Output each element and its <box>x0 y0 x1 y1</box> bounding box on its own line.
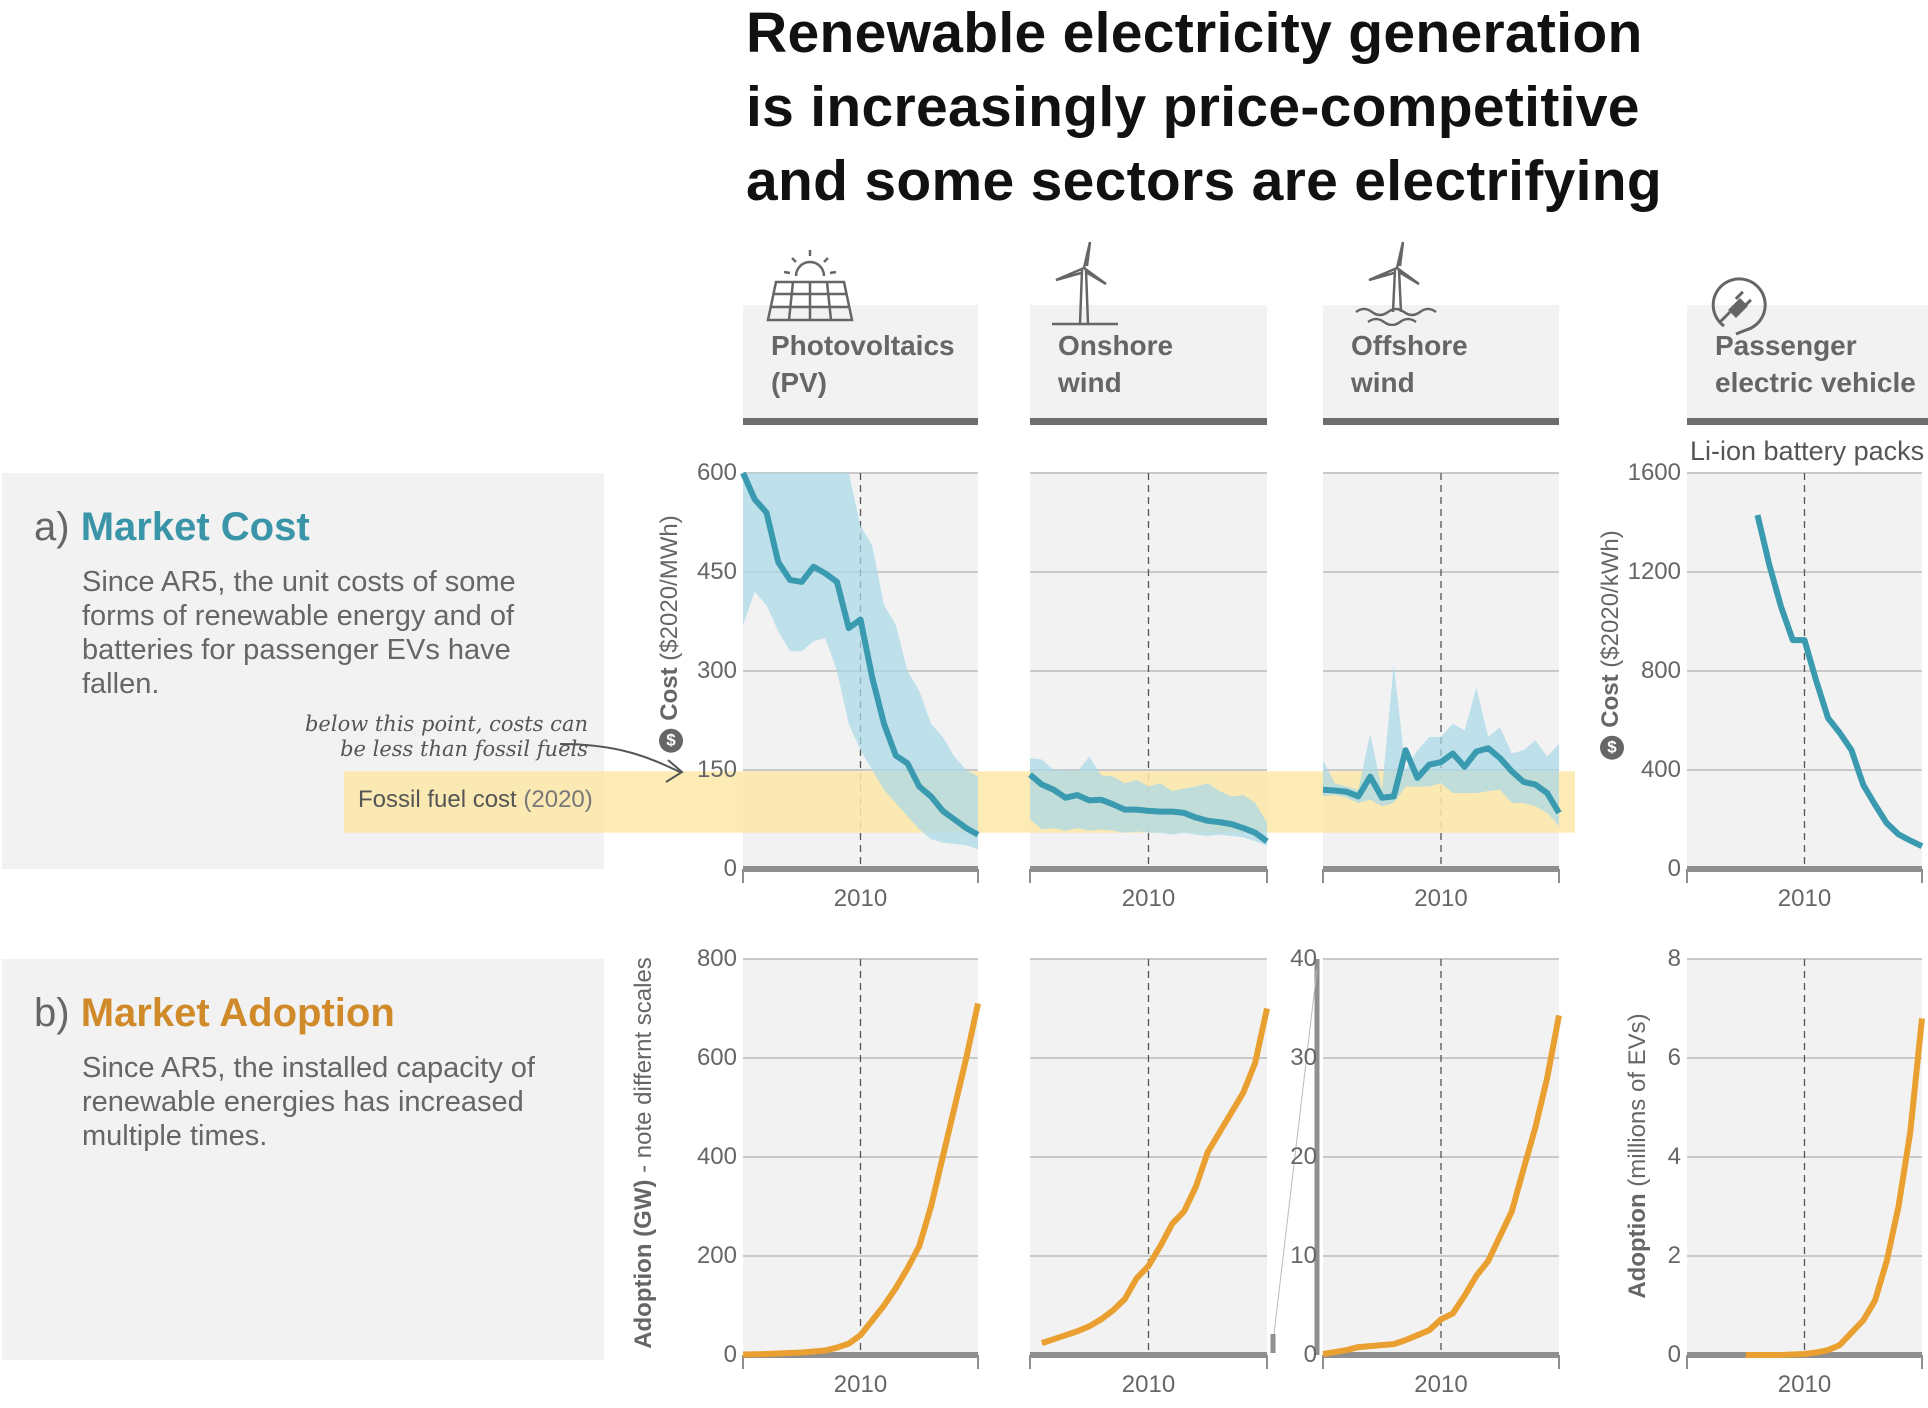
x-tick-label: 2010 <box>1121 1371 1176 1398</box>
header-ev: Passenger electric vehicle <box>1687 305 1928 425</box>
y-tick-label: 600 <box>696 1044 737 1071</box>
y-tick-label: 300 <box>696 657 737 684</box>
y-tick-label: 40 <box>1290 945 1317 972</box>
series-line-onshore-cost <box>1028 772 1269 844</box>
wind-turbine-icon <box>1052 241 1118 326</box>
x-tick-label: 2010 <box>833 885 888 912</box>
market-cost-description: Since AR5, the unit costs of some forms … <box>82 566 516 700</box>
y-tick-label: 150 <box>696 756 737 783</box>
fossil-annotation: below this point, costs can be less than… <box>304 712 588 761</box>
series-layer <box>740 471 1925 1358</box>
y-tick-label: 0 <box>1667 1341 1681 1368</box>
header-label: Offshore wind <box>1351 330 1468 398</box>
header-pv: Photovoltaics (PV) <box>743 305 978 425</box>
header-label: Photovoltaics (PV) <box>771 330 955 398</box>
y-axis-label-cost-mwh: $Cost ($2020/MWh) <box>656 515 684 753</box>
y-tick-label: 6 <box>1667 1044 1681 1071</box>
ev-plug-icon <box>1711 277 1767 336</box>
header-label: Onshore wind <box>1058 330 1174 398</box>
y-tick-label: 2 <box>1667 1242 1681 1269</box>
header-offshore-wind: Offshore wind <box>1323 305 1559 425</box>
section-name: Market Adoption <box>80 991 395 1035</box>
header-label: Passenger electric vehicle <box>1715 330 1916 398</box>
y-tick-label: 400 <box>1640 756 1681 783</box>
x-tick-label: 2010 <box>1777 1371 1832 1398</box>
offshore-wind-turbine-icon <box>1355 241 1437 326</box>
fossil-label-main: Fossil fuel cost <box>358 786 517 813</box>
x-tick-label: 2010 <box>1414 885 1468 912</box>
y-tick-label: 0 <box>1667 855 1681 882</box>
y-tick-label: 1200 <box>1627 558 1681 585</box>
series-line-offshore-cost <box>1322 745 1562 815</box>
y-tick-label: 30 <box>1290 1044 1317 1071</box>
series-line-pv-cost <box>740 471 980 838</box>
scale-connector <box>1273 968 1318 1335</box>
x-tick-label: 2010 <box>1777 885 1832 912</box>
y-tick-label: 1600 <box>1627 459 1681 486</box>
y-tick-label: 0 <box>723 855 737 882</box>
y-tick-label: 10 <box>1290 1242 1317 1269</box>
section-name: Market Cost <box>80 505 310 549</box>
x-tick-label: 2010 <box>1414 1371 1468 1398</box>
y-tick-label: 450 <box>696 558 737 585</box>
y-axis-label-cost-kwh: $Cost ($2020/kWh) <box>1597 530 1625 760</box>
uncertainty-band <box>743 473 978 850</box>
series-line-offshore-adoption <box>1322 1014 1562 1357</box>
market-adoption-heading: b) Market Adoption <box>34 991 395 1036</box>
solar-panel-icon <box>766 250 854 322</box>
y-tick-label: 800 <box>696 945 737 972</box>
y-tick-label: 0 <box>1303 1341 1317 1368</box>
ev-cost-subtitle: Li-ion battery packs <box>1690 436 1925 466</box>
section-prefix: a) <box>34 505 70 549</box>
y-tick-label: 600 <box>696 459 737 486</box>
annotation-arrow-icon <box>560 743 684 783</box>
y-tick-label: 200 <box>696 1242 737 1269</box>
series-line-pv-adoption <box>742 1002 981 1358</box>
dollar-icon: $ <box>658 728 683 753</box>
market-cost-heading: a) Market Cost <box>34 505 310 550</box>
market-adoption-description: Since AR5, the installed capacity of ren… <box>82 1052 535 1152</box>
x-tick-label: 2010 <box>1121 885 1176 912</box>
header-onshore-wind: Onshore wind <box>1030 305 1267 425</box>
section-prefix: b) <box>34 991 70 1035</box>
dollar-icon: $ <box>1599 735 1624 760</box>
series-line-ev-adoption <box>1745 1018 1925 1358</box>
series-line-ev-cost <box>1754 514 1924 849</box>
y-axis-label-adoption-gw: Adoption (GW) - note differnt scales <box>630 957 657 1349</box>
y-tick-label: 8 <box>1667 945 1681 972</box>
page-title: Renewable electricity generation is incr… <box>746 1 1662 213</box>
x-tick-label: 2010 <box>833 1371 888 1398</box>
y-tick-label: 400 <box>696 1143 737 1170</box>
fossil-fuel-label: Fossil fuel cost (2020) <box>358 786 593 814</box>
market-adoption-panel: b) Market Adoption Since AR5, the instal… <box>2 959 604 1360</box>
y-tick-label: 4 <box>1667 1143 1681 1170</box>
series-line-onshore-adoption <box>1040 1007 1270 1346</box>
fossil-label-year: (2020) <box>523 786 593 813</box>
y-tick-label: 0 <box>723 1341 737 1368</box>
y-axis-label-adoption-ev: Adoption (millions of EVs) <box>1624 1013 1651 1299</box>
uncertainty-band <box>1323 664 1559 827</box>
y-tick-label: 800 <box>1640 657 1681 684</box>
y-tick-label: 20 <box>1290 1143 1317 1170</box>
